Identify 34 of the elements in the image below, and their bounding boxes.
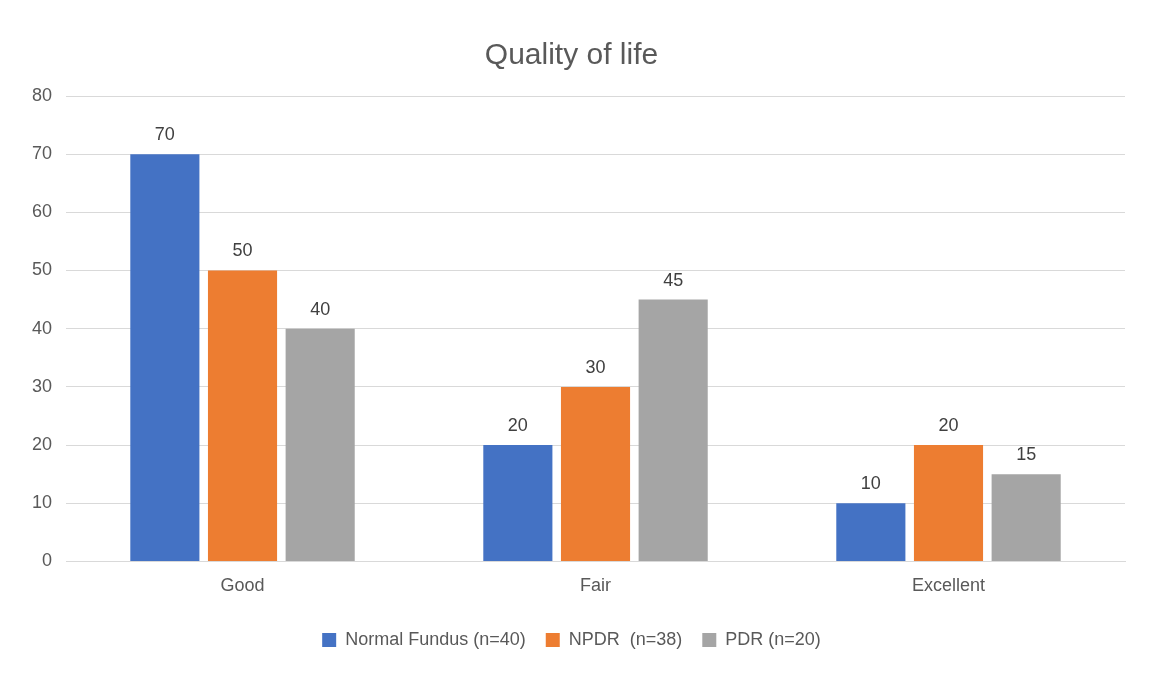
y-tick-label: 20 [31,434,53,455]
data-label: 40 [310,298,331,319]
legend-label: NPDR (n=38) [568,628,683,649]
bar [913,445,984,561]
bar [836,503,906,561]
y-tick-label: 40 [31,317,53,338]
x-tick-label: Excellent [911,575,986,596]
y-tick-label: 60 [31,201,53,222]
bar [638,299,708,561]
bar [483,445,553,561]
y-tick-label: 80 [31,84,53,105]
data-label: 20 [938,415,959,436]
data-label: 50 [232,240,253,261]
y-tick-label: 50 [31,259,53,280]
data-label: 30 [585,356,606,377]
bar [285,328,355,561]
legend-label: Normal Fundus (n=40) [345,628,526,649]
chart-title: Quality of life [484,37,659,71]
x-tick-label: Good [220,575,265,596]
data-label: 15 [1016,444,1037,465]
bar [207,270,278,561]
y-tick-label: 30 [31,375,53,396]
data-label: 20 [507,415,528,436]
y-tick-label: 10 [31,492,53,513]
bar [560,386,631,561]
bar [991,474,1061,561]
y-tick-label: 70 [31,143,53,164]
x-tick-label: Fair [580,575,612,596]
y-tick-label: 0 [42,550,53,571]
data-label: 10 [860,473,881,494]
data-label: 70 [154,124,175,145]
legend-label: PDR (n=20) [725,628,821,649]
data-label: 45 [663,269,684,290]
bar [130,154,200,561]
